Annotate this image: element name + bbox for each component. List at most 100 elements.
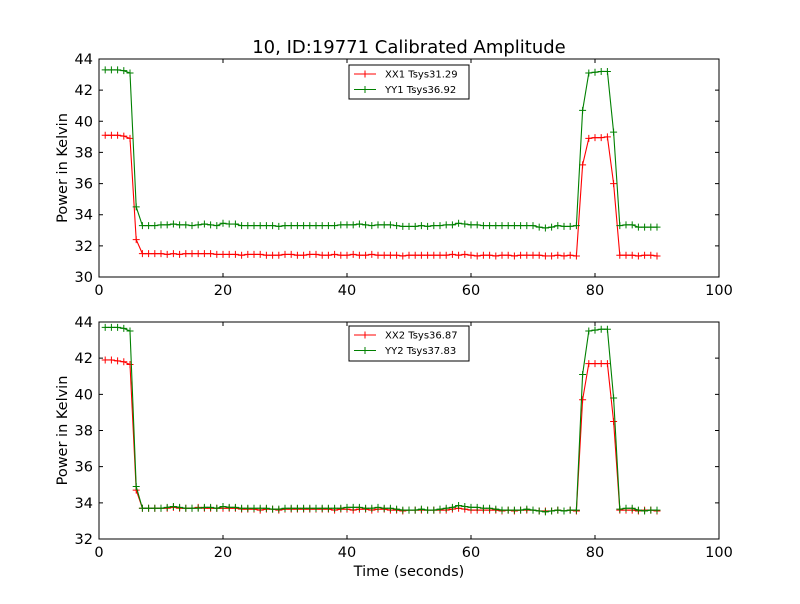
data-point	[641, 251, 649, 259]
data-point	[120, 358, 128, 366]
data-point	[231, 220, 239, 228]
data-point	[529, 506, 537, 514]
data-point	[225, 220, 233, 228]
data-point	[101, 131, 109, 139]
legend-1: XX1 Tsys31.29 YY1 Tsys36.92	[348, 64, 470, 100]
data-point	[517, 222, 525, 230]
x-tick-label: 20	[214, 545, 232, 561]
data-point	[455, 502, 463, 510]
data-point	[386, 251, 394, 259]
data-point	[554, 506, 562, 514]
data-point	[225, 250, 233, 258]
y-tick-label: 44	[75, 315, 93, 331]
data-point	[486, 251, 494, 259]
data-point	[641, 223, 649, 231]
data-point	[349, 503, 357, 511]
data-point	[151, 222, 159, 230]
data-point	[566, 251, 574, 259]
data-point	[393, 505, 401, 513]
data-point	[324, 222, 332, 230]
data-point	[176, 250, 184, 258]
data-point	[244, 250, 252, 258]
data-point	[287, 250, 295, 258]
data-point	[244, 222, 252, 230]
data-point	[169, 250, 177, 258]
data-point	[293, 504, 301, 512]
data-point	[355, 503, 363, 511]
data-point	[114, 357, 122, 365]
data-point	[535, 507, 543, 515]
data-point	[479, 222, 487, 230]
legend-2: XX2 Tsys36.87 YY2 Tsys37.83	[348, 325, 470, 362]
x-tick-label: 60	[462, 283, 480, 299]
data-point	[442, 221, 450, 229]
data-point	[647, 223, 655, 231]
data-point	[380, 251, 388, 259]
data-point	[238, 251, 246, 259]
y-tick-label: 42	[75, 83, 93, 99]
data-point	[293, 251, 301, 259]
data-point	[560, 252, 568, 260]
data-point	[473, 221, 481, 229]
legend-marker	[361, 86, 369, 93]
data-point	[306, 222, 314, 230]
data-point	[603, 67, 611, 75]
data-point	[312, 222, 320, 230]
data-point	[461, 220, 469, 228]
data-point	[331, 250, 339, 258]
data-point	[107, 131, 115, 139]
data-point	[269, 505, 277, 513]
data-point	[145, 222, 153, 230]
data-point	[610, 180, 618, 188]
data-point	[610, 128, 618, 136]
data-point	[188, 222, 196, 230]
data-point	[399, 222, 407, 230]
data-point	[430, 222, 438, 230]
data-point	[417, 251, 425, 259]
data-point	[436, 251, 444, 259]
y-tick-label: 38	[75, 145, 93, 161]
legend-box	[348, 64, 470, 100]
data-point	[145, 504, 153, 512]
data-point	[138, 222, 146, 230]
y-tick-label: 30	[75, 270, 93, 286]
data-point	[250, 222, 258, 230]
x-tick-label: 60	[462, 545, 480, 561]
data-point	[331, 504, 339, 512]
data-point	[467, 221, 475, 229]
data-point	[455, 251, 463, 259]
x-tick-label: 40	[338, 283, 356, 299]
y-tick-label: 40	[75, 114, 93, 130]
data-point	[107, 66, 115, 74]
data-point	[393, 251, 401, 259]
data-point	[362, 504, 370, 512]
data-point	[591, 360, 599, 368]
legend-label: YY1 Tsys36.92	[384, 85, 456, 96]
data-point	[386, 221, 394, 229]
data-point	[349, 250, 357, 258]
legend-marker	[361, 347, 369, 354]
data-point	[157, 504, 165, 512]
plot-frame-1	[98, 58, 720, 278]
data-point	[256, 504, 264, 512]
data-point	[114, 66, 122, 74]
data-point	[194, 504, 202, 512]
data-point	[169, 502, 177, 510]
data-point	[132, 236, 140, 244]
data-point	[548, 252, 556, 260]
y-tick-label: 40	[75, 387, 93, 403]
data-point	[132, 203, 140, 211]
data-point	[368, 504, 376, 512]
data-point	[585, 69, 593, 77]
data-point	[461, 250, 469, 258]
data-point	[306, 250, 314, 258]
panel-1: 0 20 40 60 80 100 30 32 34 36 38 40 42 44 Power in Kel…	[55, 52, 733, 299]
chart-title: 10, ID:19771 Calibrated Amplitude	[252, 37, 566, 58]
data-point	[448, 250, 456, 258]
x-tick-label: 100	[705, 283, 733, 299]
data-point	[473, 252, 481, 260]
data-point	[610, 394, 618, 402]
data-point	[188, 504, 196, 512]
data-point	[529, 222, 537, 230]
